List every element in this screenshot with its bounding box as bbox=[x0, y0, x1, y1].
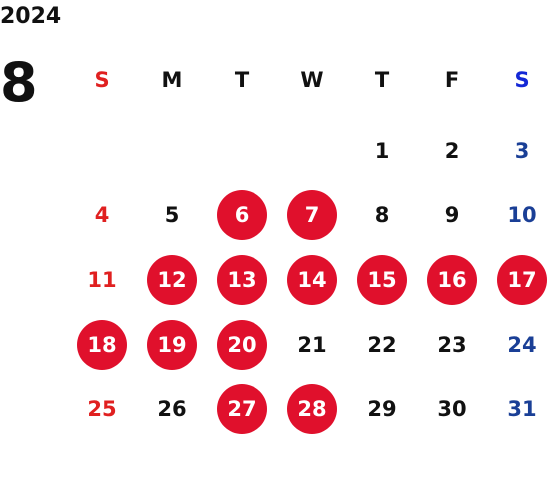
day-12-highlighted[interactable]: 12 bbox=[147, 255, 197, 305]
weekday-friday: F bbox=[444, 68, 460, 92]
day-5[interactable]: 5 bbox=[164, 203, 180, 227]
day-1[interactable]: 1 bbox=[374, 139, 390, 163]
day-24[interactable]: 24 bbox=[507, 333, 537, 357]
day-10[interactable]: 10 bbox=[507, 203, 537, 227]
day-17-highlighted[interactable]: 17 bbox=[497, 255, 547, 305]
day-8[interactable]: 8 bbox=[374, 203, 390, 227]
day-28-highlighted[interactable]: 28 bbox=[287, 384, 337, 434]
day-2[interactable]: 2 bbox=[444, 139, 460, 163]
weekday-monday: M bbox=[161, 68, 183, 92]
day-26[interactable]: 26 bbox=[157, 397, 187, 421]
year-label: 2024 bbox=[0, 4, 62, 29]
weekday-wednesday: W bbox=[300, 68, 324, 92]
month-number: 8 bbox=[0, 51, 38, 114]
day-20-highlighted[interactable]: 20 bbox=[217, 320, 267, 370]
weekday-saturday: S bbox=[514, 68, 530, 92]
day-25[interactable]: 25 bbox=[87, 397, 117, 421]
day-23[interactable]: 23 bbox=[437, 333, 467, 357]
day-15-highlighted[interactable]: 15 bbox=[357, 255, 407, 305]
day-19-highlighted[interactable]: 19 bbox=[147, 320, 197, 370]
day-22[interactable]: 22 bbox=[367, 333, 397, 357]
weekday-tuesday: T bbox=[234, 68, 250, 92]
weekday-thursday: T bbox=[374, 68, 390, 92]
day-30[interactable]: 30 bbox=[437, 397, 467, 421]
day-27-highlighted[interactable]: 27 bbox=[217, 384, 267, 434]
day-11[interactable]: 11 bbox=[87, 268, 117, 292]
day-9[interactable]: 9 bbox=[444, 203, 460, 227]
weekday-sunday: S bbox=[94, 68, 110, 92]
day-31[interactable]: 31 bbox=[507, 397, 537, 421]
day-16-highlighted[interactable]: 16 bbox=[427, 255, 477, 305]
day-3[interactable]: 3 bbox=[514, 139, 530, 163]
day-4[interactable]: 4 bbox=[94, 203, 110, 227]
day-29[interactable]: 29 bbox=[367, 397, 397, 421]
day-21[interactable]: 21 bbox=[297, 333, 327, 357]
day-6-highlighted[interactable]: 6 bbox=[217, 190, 267, 240]
day-13-highlighted[interactable]: 13 bbox=[217, 255, 267, 305]
day-7-highlighted[interactable]: 7 bbox=[287, 190, 337, 240]
day-14-highlighted[interactable]: 14 bbox=[287, 255, 337, 305]
day-18-highlighted[interactable]: 18 bbox=[77, 320, 127, 370]
